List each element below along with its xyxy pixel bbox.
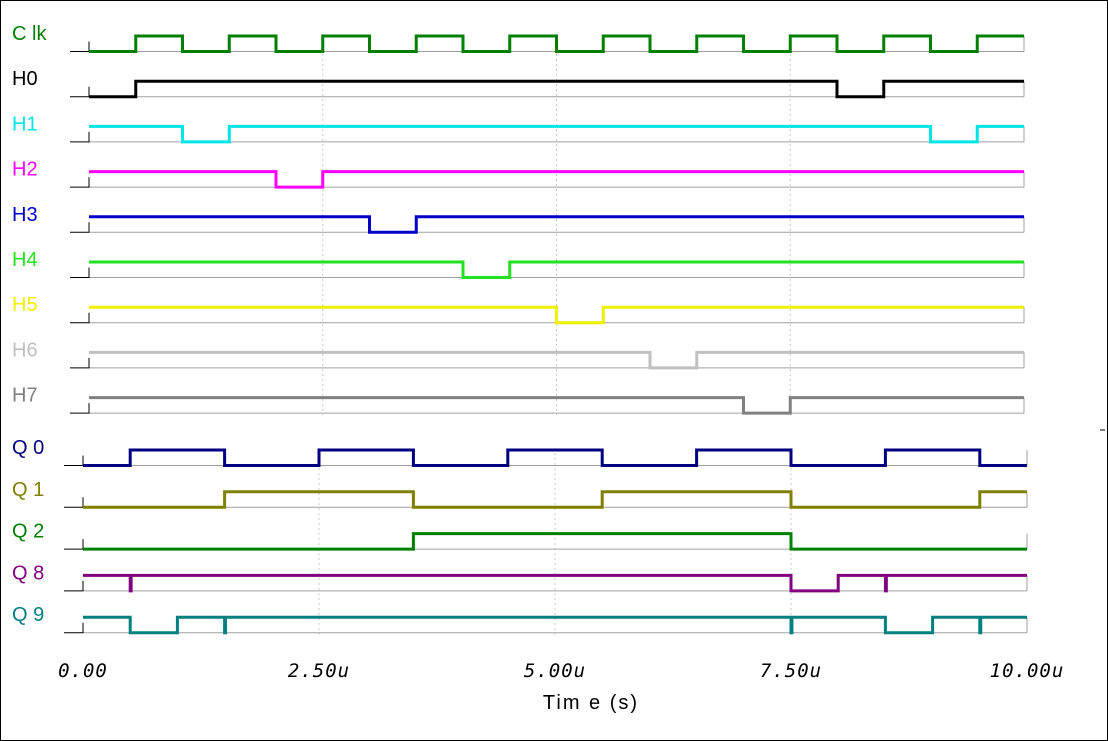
waveform-h1	[89, 124, 1024, 144]
x-tick-label: 0.00	[58, 660, 108, 682]
signal-label-q1: Q 1	[12, 479, 44, 501]
trace-stub-q2	[64, 539, 84, 550]
waveform-q8	[83, 573, 1027, 593]
signal-label-h0: H0	[12, 68, 38, 90]
waveform-h7	[89, 396, 1024, 415]
signal-label-q0: Q 0	[12, 437, 44, 459]
trace-stub-h7	[70, 403, 90, 414]
trace-stub-clk	[70, 41, 90, 52]
signal-label-h2: H2	[12, 159, 38, 181]
trace-stub-h1	[70, 131, 90, 143]
waveform-q0	[83, 448, 1027, 467]
waveform-h3	[89, 215, 1024, 234]
trace-stub-h2	[70, 177, 90, 188]
signal-label-h3: H3	[12, 204, 38, 226]
trace-stub-h0	[70, 86, 90, 98]
x-axis-title: Tim e (s)	[543, 692, 639, 714]
signal-label-clk: C lk	[12, 23, 47, 45]
signal-label-h4: H4	[12, 249, 38, 271]
x-tick-label: 2.50u	[288, 660, 350, 682]
trace-stub-h5	[70, 312, 90, 324]
trace-stub-h6	[70, 357, 90, 369]
x-tick-label: 10.00u	[990, 660, 1065, 682]
signal-label-h7: H7	[12, 385, 38, 407]
x-tick-label: 5.00u	[524, 660, 586, 682]
trace-stub-q9	[64, 622, 84, 634]
signal-label-h6: H6	[12, 339, 38, 361]
waveform-q9	[83, 615, 1027, 635]
trace-stub-h4	[70, 267, 90, 278]
waveform-clk	[89, 34, 1024, 53]
trace-stub-h3	[70, 222, 90, 233]
x-tick-label: 7.50u	[760, 660, 822, 682]
signal-label-h5: H5	[12, 294, 38, 316]
trace-stub-q8	[64, 580, 84, 592]
waveform-q2	[83, 532, 1027, 551]
waveform-h2	[89, 170, 1024, 189]
signal-label-q8: Q 8	[12, 562, 44, 584]
signal-label-q9: Q 9	[12, 604, 44, 626]
trace-stub-q1	[64, 497, 84, 508]
trace-stub-q0	[64, 455, 84, 466]
waveform-h5	[89, 305, 1024, 325]
signal-label-q2: Q 2	[12, 521, 44, 543]
signal-label-h1: H1	[12, 113, 38, 135]
waveform-q1	[83, 490, 1027, 509]
waveform-h6	[89, 350, 1024, 370]
waveform-h0	[89, 79, 1024, 99]
waveform-h4	[89, 260, 1024, 279]
